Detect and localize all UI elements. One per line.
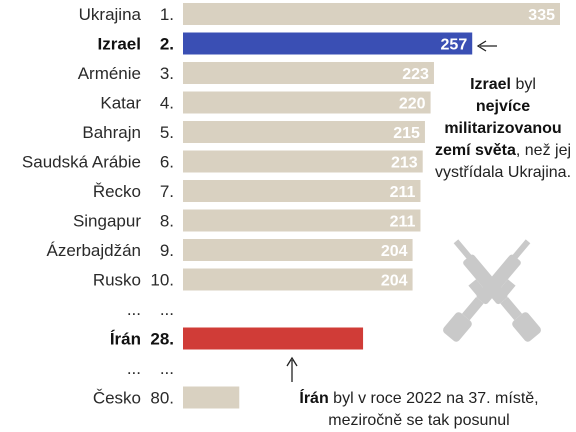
- gap-ellipsis-country: ...: [127, 359, 141, 378]
- rank-label: 28.: [150, 330, 174, 349]
- bar-katar: [183, 91, 431, 114]
- crossed-rifles-icon: [443, 239, 541, 342]
- country-label: Singapur: [73, 212, 141, 231]
- value-label: 211: [390, 184, 416, 201]
- israel-annotation-text2: , než jej vystřídala Ukrajina.: [434, 142, 572, 181]
- israel-annotation-bold2: nejvíce militarizovanou zemí světa: [434, 98, 562, 159]
- rank-label: 3.: [160, 64, 174, 83]
- country-label: Řecko: [93, 182, 141, 201]
- iran-annotation: Írán byl v roce 2022 na 37. místě, mezir…: [262, 388, 576, 432]
- gap-ellipsis-country: ...: [127, 300, 141, 319]
- rank-label: 7.: [160, 182, 174, 201]
- annotation-arrows: [286, 40, 497, 382]
- gap-ellipsis-rank: ...: [160, 359, 174, 378]
- rank-label: 8.: [160, 212, 174, 231]
- bar--ecko: [183, 180, 421, 202]
- country-label: Izrael: [98, 35, 141, 54]
- country-label: Írán: [110, 330, 141, 349]
- iran-annotation-bold1: Írán: [299, 390, 329, 407]
- iran-annotation-text1: byl v roce 2022 na 37. místě, meziročně …: [328, 390, 539, 429]
- israel-annotation-text1: byl: [511, 76, 536, 93]
- country-label: Ázerbajdžán: [46, 241, 141, 260]
- value-label: 204: [381, 273, 408, 290]
- bar-bahrajn: [183, 121, 425, 143]
- bar-arm-nie: [183, 62, 434, 84]
- value-label: 335: [528, 7, 555, 24]
- rank-label: 4.: [160, 94, 174, 113]
- value-label: 220: [399, 96, 426, 113]
- value-label: 213: [391, 155, 418, 172]
- value-label: 223: [402, 66, 429, 83]
- bar-rusko: [183, 268, 413, 291]
- bar-izrael: [183, 32, 473, 55]
- country-label: Katar: [100, 94, 141, 113]
- rank-label: 9.: [160, 241, 174, 260]
- value-label: 211: [390, 214, 416, 231]
- gap-ellipsis-rank: ...: [160, 300, 174, 319]
- bar-singapur: [183, 209, 421, 232]
- country-label: Česko: [93, 389, 141, 408]
- country-label: Arménie: [78, 64, 141, 83]
- rank-label: 6.: [160, 153, 174, 172]
- bar--r-n: [183, 327, 364, 350]
- value-label: 204: [381, 243, 408, 260]
- rank-label: 5.: [160, 123, 174, 142]
- rank-label: 10.: [150, 271, 174, 290]
- value-label: 215: [393, 125, 420, 142]
- country-label: Ukrajina: [79, 5, 142, 24]
- rank-label: 80.: [150, 389, 174, 408]
- bar-ukrajina: [183, 3, 560, 25]
- rank-label: 1.: [160, 5, 174, 24]
- bar--zerbajd-n: [183, 239, 413, 261]
- israel-annotation-bold1: Izrael: [470, 76, 511, 93]
- country-label: Rusko: [93, 271, 141, 290]
- bar--esko: [183, 386, 240, 409]
- country-label: Saudská Arábie: [22, 153, 141, 172]
- iran-arrow-head: [286, 356, 298, 367]
- value-label: 257: [441, 37, 468, 54]
- israel-annotation: Izrael byl nejvíce militarizovanou zemí s…: [428, 74, 576, 184]
- rank-label: 2.: [160, 35, 174, 54]
- country-label: Bahrajn: [82, 123, 141, 142]
- bar-saudsk-ar-bie: [183, 150, 423, 173]
- israel-arrow-head: [476, 40, 487, 52]
